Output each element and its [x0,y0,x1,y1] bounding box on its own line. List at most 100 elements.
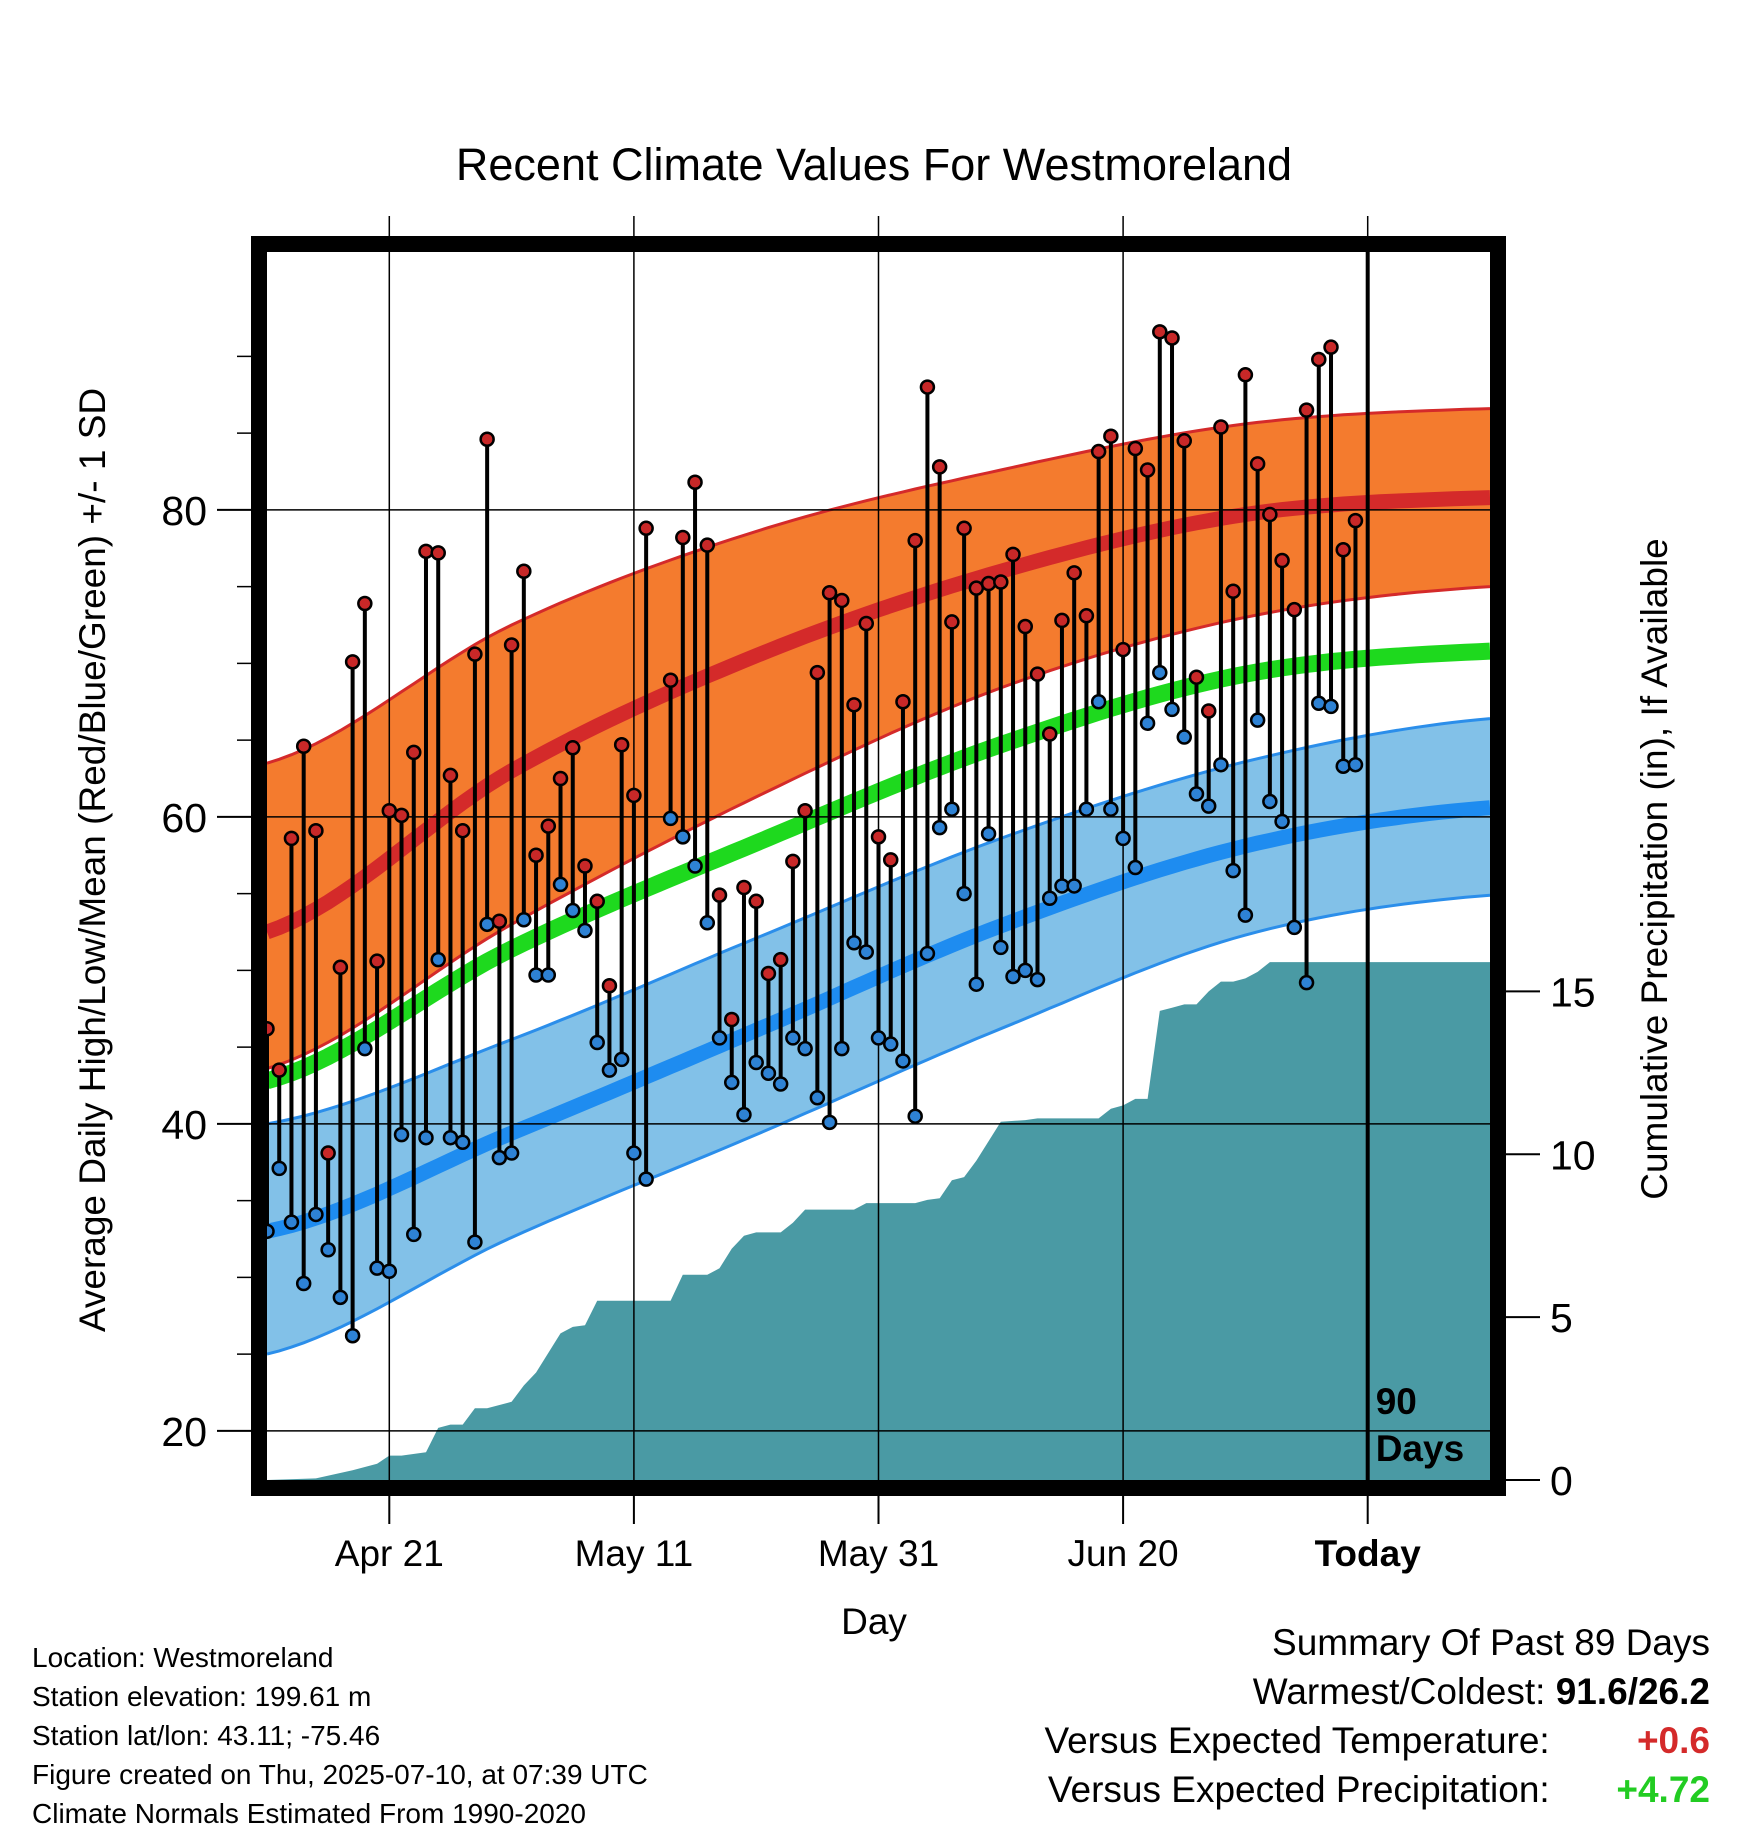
y-tick-label: 20 [161,1409,207,1455]
daily-high-point [1249,456,1266,472]
daily-low-point [540,967,557,983]
daily-high-point [1188,669,1205,685]
precip-anomaly-value: +4.72 [1616,1769,1710,1810]
daily-low-point [748,1054,764,1071]
plot-frame-rect [251,236,1506,1496]
daily-high-point [1078,608,1095,624]
daily-low-point [1335,758,1351,774]
daily-high-point [344,654,361,670]
daily-low-point [785,1030,801,1046]
daily-high-point [1164,330,1180,346]
daily-low-point [1188,786,1205,802]
daily-high-point [601,977,618,994]
daily-low-point [638,1171,654,1187]
daily-low-point [1139,715,1156,731]
station-metadata: Location: Westmoreland Station elevation… [32,1638,648,1833]
daily-high-point [454,822,471,839]
daily-high-point [907,532,923,549]
daily-low-point [797,1040,813,1057]
daily-low-point [1005,968,1021,985]
daily-high-point [528,847,544,864]
daily-high-point [858,615,875,632]
daily-high-point [406,744,422,761]
daily-low-point [344,1327,361,1344]
daily-low-point [1041,890,1058,906]
daily-high-point [944,614,960,630]
daily-high-point [589,893,605,910]
daily-low-point [1078,801,1095,817]
daily-high-point [283,830,300,847]
daily-low-point [1200,798,1217,814]
daily-high-point [1066,565,1082,581]
daily-high-point [711,887,728,903]
y2-tick-label: 5 [1550,1295,1573,1341]
daily-high-point [332,959,349,976]
daily-low-point [834,1040,850,1057]
daily-low-point [809,1090,826,1106]
daily-low-point [931,819,948,836]
daily-low-point [1225,862,1241,879]
daily-low-point [565,902,581,919]
daily-high-point [895,694,911,710]
daily-high-point [675,529,691,546]
summary-title: Summary Of Past 89 Days [1272,1622,1710,1663]
daily-high-point [1311,351,1327,368]
y-tick-label: 40 [161,1102,207,1148]
temp-anomaly-label: Versus Expected Temperature: [1044,1720,1550,1761]
daily-low-point [980,826,997,842]
daily-high-point [723,1011,740,1028]
daily-high-point [785,853,801,870]
daily-high-point [516,563,532,580]
daily-low-point [467,1234,483,1250]
daily-high-point [1176,433,1192,449]
daily-high-point [1152,324,1168,340]
daily-low-point [1249,712,1266,728]
daily-high-point [1274,552,1290,569]
daily-high-point [1200,703,1217,719]
daily-high-point [931,459,948,475]
daily-low-point [993,939,1009,956]
daily-low-point [870,1030,887,1046]
daily-low-point [699,915,716,931]
daily-low-point [552,876,569,893]
daily-high-point [846,697,862,713]
daily-high-point [821,585,838,601]
daily-low-point [1213,756,1229,773]
daily-high-point [467,646,483,662]
daily-low-point [1127,859,1144,876]
daily-low-point [626,1145,642,1161]
daily-high-point [956,520,972,537]
daily-high-point [687,474,703,490]
daily-high-point [1262,506,1278,523]
daily-stems [265,331,1358,1336]
daily-high-point [1115,641,1131,658]
daily-high-point [797,802,813,819]
daily-low-point [1164,701,1180,718]
daily-high-point [1347,512,1364,529]
latlon-text: Station lat/lon: 43.11; -75.46 [32,1720,381,1751]
daily-high-point [369,953,385,969]
daily-low-point [919,945,936,962]
created-text: Figure created on Thu, 2025-07-10, at 07… [32,1759,648,1790]
elevation-text: Station elevation: 199.61 m [32,1681,372,1712]
daily-high-point [613,736,630,753]
daily-high-point [357,595,373,612]
daily-low-point [418,1129,434,1146]
daily-low-point [1115,830,1131,847]
y2-tick-label: 15 [1550,969,1596,1015]
daily-low-point [271,1160,287,1177]
daily-high-point [1286,601,1303,618]
daily-high-point [882,852,899,868]
daily-low-point [589,1034,605,1051]
daily-low-point [1176,729,1192,745]
daily-low-point [1298,974,1315,991]
daily-low-point [711,1030,728,1046]
daily-low-point [1029,971,1046,988]
daily-low-point [503,1145,520,1161]
daily-low-point [357,1040,373,1057]
daily-high-point [1041,726,1058,742]
daily-low-point [308,1206,324,1223]
daily-low-point [1323,698,1339,715]
daily-high-point [565,740,581,756]
